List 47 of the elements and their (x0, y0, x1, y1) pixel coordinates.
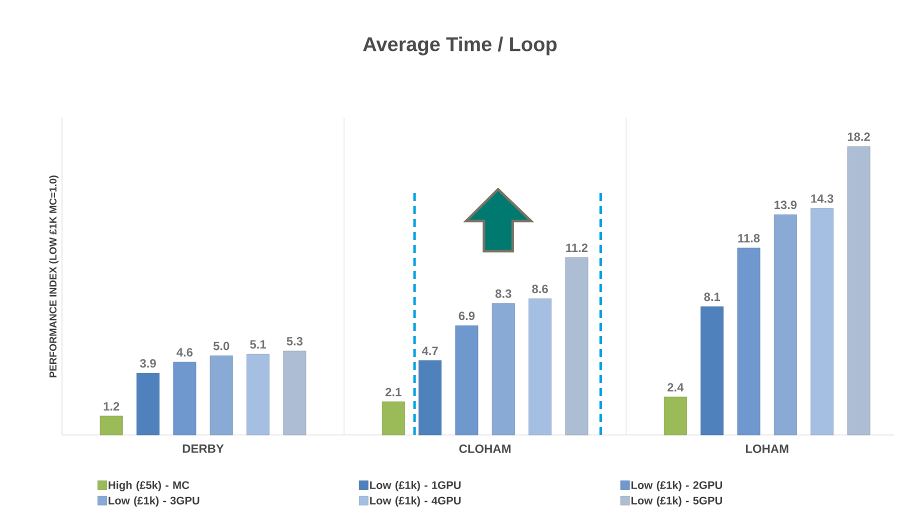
data-label: 11.2 (566, 244, 588, 252)
data-label: 8.1 (704, 292, 720, 302)
data-label: 11.8 (738, 234, 760, 242)
bar (565, 257, 588, 436)
bar (136, 372, 160, 436)
y-axis-title: PERFORMANCE INDEX (LOW £1K MC=1.0) (49, 176, 58, 378)
legend-label: Low (£1k) - 3GPU (108, 496, 200, 507)
data-label: 5.3 (286, 336, 303, 346)
x-tick-label: LOHAM (746, 444, 788, 453)
bar (173, 362, 196, 436)
data-label: 5.0 (213, 342, 230, 350)
bar (774, 214, 797, 436)
data-label: 18.2 (848, 132, 870, 141)
legend-label: Low (£1k) - 4GPU (370, 496, 461, 507)
data-label: 8.3 (495, 289, 512, 298)
bar (847, 146, 870, 436)
data-label: 13.9 (774, 200, 797, 210)
legend-label: Low (£1k) - 2GPU (631, 480, 722, 492)
data-label: 8.6 (532, 284, 548, 294)
data-label: 2.4 (668, 383, 684, 392)
bar (246, 354, 270, 436)
data-label: 1.2 (104, 402, 120, 410)
bar (382, 402, 405, 436)
bar (283, 350, 306, 436)
data-label: 5.1 (250, 340, 266, 349)
bar (100, 416, 123, 436)
bar (418, 360, 442, 436)
legend-label: Low (£1k) - 5GPU (631, 496, 722, 507)
bar (664, 396, 687, 436)
bar (700, 306, 724, 436)
x-tick-label: DERBY (182, 444, 224, 453)
chart-title: Average Time / Loop (363, 36, 557, 56)
legend-label: Low (£1k) - 1GPU (370, 480, 461, 492)
legend-label: High (£5k) - MC (108, 480, 190, 492)
data-label: 3.9 (140, 359, 156, 368)
data-label: 2.1 (386, 388, 402, 396)
x-tick-label: CLOHAM (459, 444, 510, 453)
bar (492, 303, 515, 436)
data-label: 14.3 (811, 194, 834, 203)
data-label: 6.9 (458, 312, 475, 320)
data-label: 4.6 (176, 348, 193, 357)
bar (737, 248, 760, 436)
bar (810, 208, 834, 436)
bar (528, 298, 552, 436)
bar (210, 356, 233, 436)
bar (455, 325, 478, 436)
data-label: 4.7 (422, 346, 438, 355)
